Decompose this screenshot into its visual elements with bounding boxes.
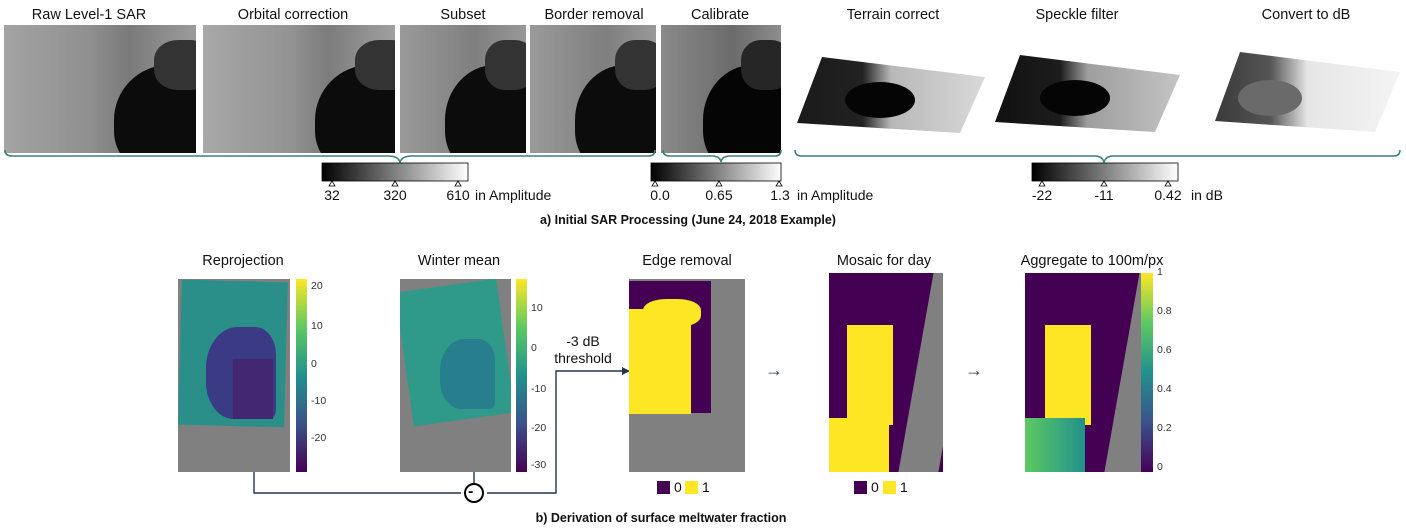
winter-tick-0: 0 <box>531 342 537 354</box>
colorbar-winter-mean <box>516 279 527 472</box>
map-winter-mean <box>400 279 511 472</box>
caption-section-b: b) Derivation of surface meltwater fract… <box>535 511 787 525</box>
winter-tick-n10: -10 <box>531 383 547 395</box>
reprojection-tick-n20: -20 <box>311 432 327 444</box>
stage-title-border: Border removal <box>544 7 644 23</box>
legend-label-1-mosaic: 1 <box>900 479 908 495</box>
legend-label-0: 0 <box>674 479 682 495</box>
winter-tick-10: 10 <box>531 302 543 314</box>
bracket-group-3 <box>794 149 1401 165</box>
fraction-tick-0.6: 0.6 <box>1157 344 1172 356</box>
sar-image-calibrate <box>661 25 781 153</box>
stage-title-mosaic: Mosaic for day <box>836 253 932 269</box>
colorbar-fraction <box>1141 273 1153 472</box>
colorbar3-tick-mid: -11 <box>1094 187 1114 203</box>
fraction-tick-0.2: 0.2 <box>1157 422 1172 434</box>
stage-title-orbital: Orbital correction <box>237 7 349 23</box>
subtract-operator <box>464 483 484 503</box>
reprojection-tick-0: 0 <box>311 358 317 370</box>
colorbar2-unit: in Amplitude <box>797 187 874 203</box>
legend-swatch-0-mosaic <box>854 481 867 494</box>
connector-reprojection <box>253 472 461 494</box>
threshold-label-line2: threshold <box>554 350 612 366</box>
colorbar1-tick-mid: 320 <box>383 187 407 203</box>
threshold-label-line1: -3 dB <box>566 333 600 349</box>
stage-title-edge-removal: Edge removal <box>642 253 732 269</box>
colorbar-db <box>1031 162 1179 182</box>
arrow-icon: → <box>965 360 983 380</box>
legend-label-0-mosaic: 0 <box>871 479 879 495</box>
map-reprojection <box>178 279 290 472</box>
fraction-tick-0.8: 0.8 <box>1157 305 1172 317</box>
colorbar1-tick-min: 32 <box>324 187 340 203</box>
stage-title-speckle: Speckle filter <box>1035 7 1119 23</box>
fraction-tick-0.4: 0.4 <box>1157 383 1172 395</box>
colorbar3-tick-max: 0.42 <box>1154 187 1182 203</box>
map-aggregate <box>1025 273 1149 472</box>
map-edge-removal <box>629 279 745 472</box>
arrow-icon: → <box>765 360 783 380</box>
connector-to-threshold <box>487 370 624 494</box>
colorbar-amplitude-1 <box>321 162 469 182</box>
colorbar-amplitude-2 <box>650 162 782 182</box>
stage-title-raw: Raw Level-1 SAR <box>31 7 147 23</box>
fraction-tick-1: 1 <box>1157 266 1163 278</box>
colorbar2-tick-mid: 0.65 <box>705 187 733 203</box>
sar-image-subset <box>400 25 526 153</box>
winter-tick-n30: -30 <box>531 459 547 471</box>
sar-image-orbital <box>203 25 395 153</box>
bracket-group-1 <box>4 149 656 165</box>
fraction-tick-0: 0 <box>1157 461 1163 473</box>
bracket-group-2 <box>662 149 782 163</box>
colorbar2-tick-max: 1.3 <box>770 187 790 203</box>
stage-title-terrain: Terrain correct <box>846 7 940 23</box>
stage-title-reprojection: Reprojection <box>202 253 284 269</box>
colorbar1-tick-max: 610 <box>446 187 470 203</box>
legend-swatch-1-mosaic <box>883 481 896 494</box>
legend-swatch-1 <box>685 481 698 494</box>
sar-image-raw <box>4 25 196 153</box>
colorbar-reprojection <box>296 279 307 472</box>
stage-title-calibrate: Calibrate <box>690 7 750 23</box>
reprojection-tick-n10: -10 <box>311 395 327 407</box>
legend-label-1: 1 <box>702 479 710 495</box>
stage-title-aggregate: Aggregate to 100m/px <box>1020 253 1164 269</box>
colorbar1-unit: in Amplitude <box>475 187 552 203</box>
legend-swatch-0 <box>657 481 670 494</box>
stage-title-db: Convert to dB <box>1261 7 1351 23</box>
map-mosaic <box>829 273 943 472</box>
colorbar2-tick-min: 0.0 <box>650 187 670 203</box>
stage-title-winter-mean: Winter mean <box>417 253 501 269</box>
caption-section-a: a) Initial SAR Processing (June 24, 2018… <box>540 213 836 227</box>
reprojection-tick-10: 10 <box>311 320 323 332</box>
colorbar3-unit: in dB <box>1191 187 1223 203</box>
winter-tick-n20: -20 <box>531 422 547 434</box>
colorbar3-tick-min: -22 <box>1031 187 1053 203</box>
stage-title-subset: Subset <box>440 7 486 23</box>
subtract-symbol: - <box>468 483 474 500</box>
reprojection-tick-20: 20 <box>311 280 323 292</box>
sar-image-border <box>530 25 656 153</box>
